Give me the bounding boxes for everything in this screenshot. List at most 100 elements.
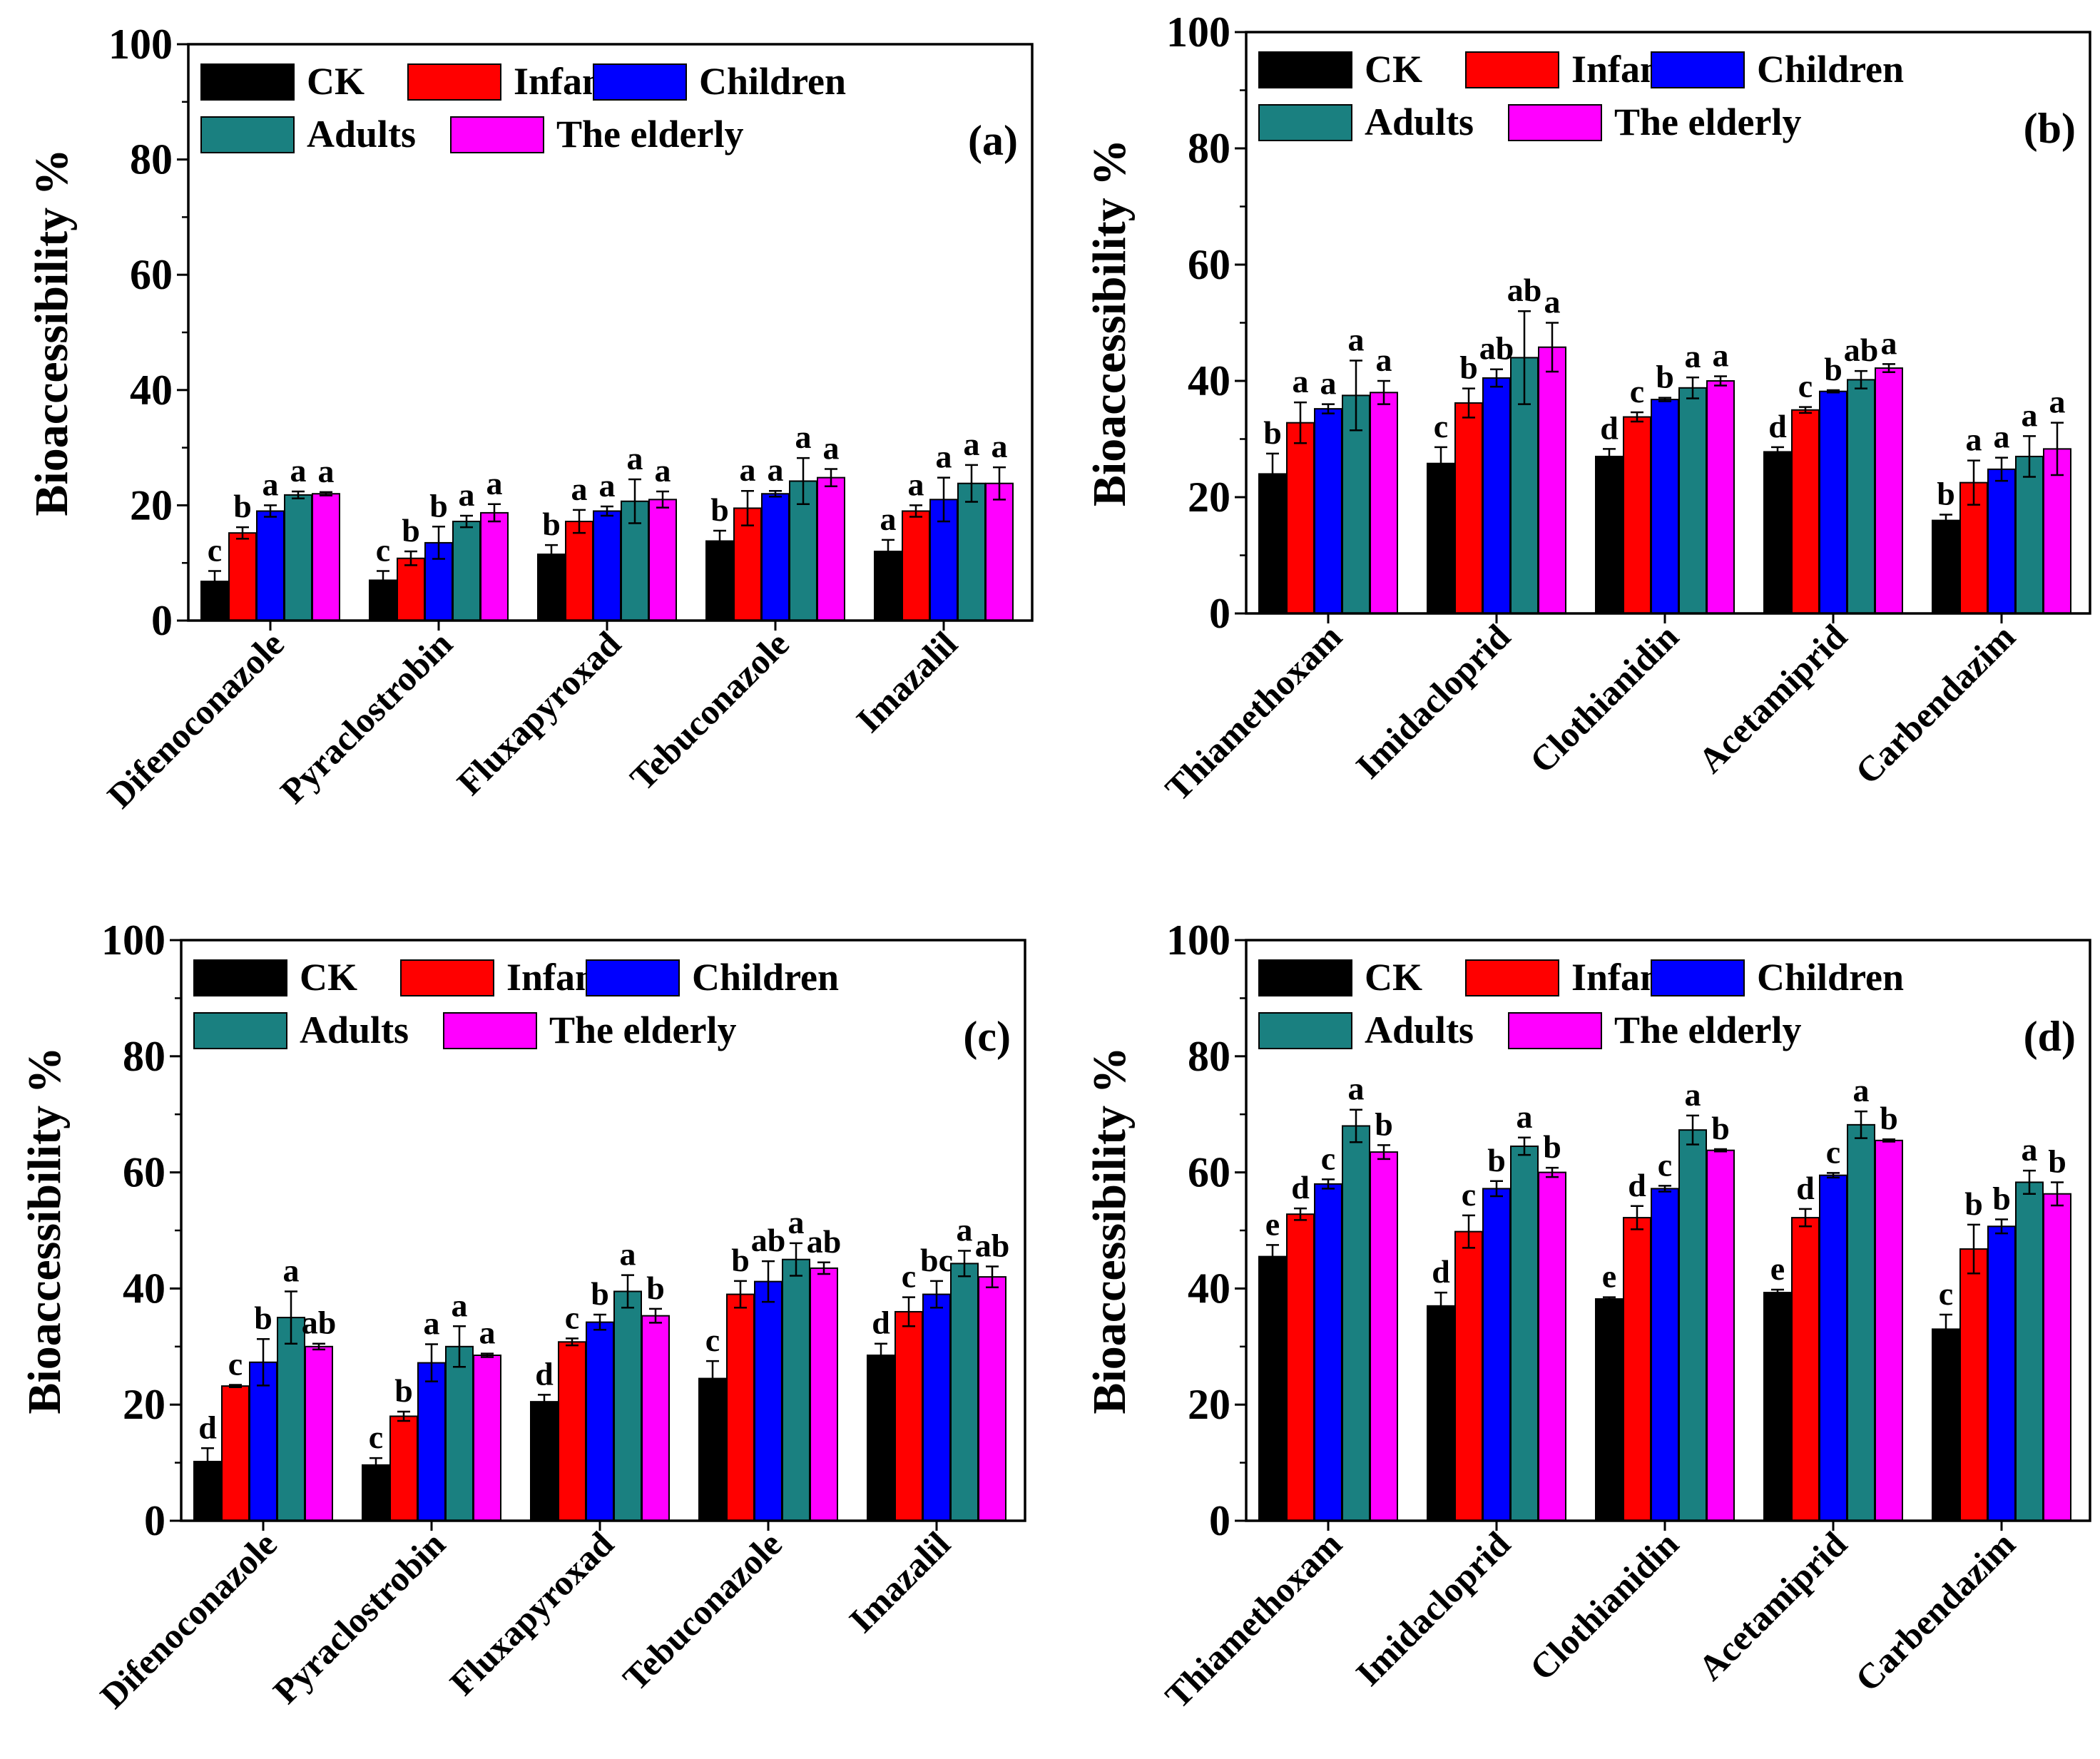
bar [312, 493, 340, 621]
y-tick-label: 100 [101, 917, 165, 964]
significance-letter: a [655, 452, 671, 489]
legend-swatch [450, 116, 544, 153]
bar [922, 1293, 951, 1522]
significance-letter: b [1487, 1142, 1506, 1178]
significance-letter: b [394, 1372, 413, 1409]
significance-letter: b [542, 506, 561, 542]
category-label: Carbendazim [1847, 1524, 2023, 1699]
significance-letter: a [290, 452, 307, 489]
significance-letter: bc [920, 1242, 953, 1278]
legend-label: Children [699, 60, 846, 103]
significance-letter: a [2049, 384, 2066, 420]
legend-label: The elderly [1614, 101, 1801, 143]
bar [565, 521, 593, 621]
legend-label: Adults [300, 1009, 409, 1051]
significance-letter: a [1713, 337, 1729, 373]
bar [1482, 377, 1511, 614]
significance-letter: a [1544, 284, 1561, 320]
category-label: Thiamethoxam [1157, 1524, 1349, 1715]
y-tick-label: 40 [1188, 357, 1230, 404]
significance-letter: ab [302, 1305, 337, 1341]
y-tick-label: 80 [1188, 1033, 1230, 1080]
bar [1623, 1217, 1651, 1522]
significance-letter: c [369, 1419, 383, 1455]
y-axis-title: Bioaccessibility % [1084, 139, 1136, 506]
significance-letter: a [1293, 363, 1309, 399]
bar [1847, 379, 1875, 614]
category-label: Pyraclostrobin [272, 623, 460, 811]
legend-swatch [586, 959, 680, 996]
significance-letter: b [1964, 1186, 1983, 1222]
bar [957, 482, 986, 621]
significance-letter: b [1543, 1128, 1561, 1165]
significance-letter: ab [751, 1222, 786, 1258]
significance-letter: b [1824, 351, 1842, 387]
bar [754, 1280, 783, 1521]
bar [1370, 392, 1398, 614]
significance-letter: a [880, 501, 897, 537]
significance-letter: a [788, 1204, 805, 1240]
significance-letter: b [591, 1275, 609, 1312]
y-tick-label: 100 [1166, 9, 1230, 56]
significance-letter: ab [1844, 332, 1879, 368]
category-label: Difenoconazole [92, 1524, 284, 1715]
bar [1342, 1125, 1370, 1521]
bar [978, 1276, 1006, 1521]
bar [1314, 1183, 1342, 1521]
category-label: Imazalil [841, 1524, 957, 1640]
bar [1987, 1225, 2016, 1521]
bar [902, 510, 930, 621]
bar [1427, 462, 1455, 614]
significance-letter: b [233, 488, 252, 524]
bar [2043, 1193, 2071, 1522]
category-label: Clothianidin [1522, 1524, 1686, 1688]
y-axis-title: Bioaccessibility % [1084, 1046, 1136, 1414]
significance-letter: a [479, 1315, 496, 1351]
legend-swatch [1508, 104, 1602, 141]
significance-letter: a [740, 452, 756, 488]
legend-swatch [1258, 959, 1352, 996]
significance-letter: a [424, 1305, 440, 1342]
y-tick-label: 40 [1188, 1265, 1230, 1312]
significance-letter: a [1685, 1076, 1701, 1113]
y-tick-label: 60 [130, 251, 173, 298]
significance-letter: d [872, 1305, 890, 1341]
legend-label: Children [692, 956, 839, 999]
legend-swatch [1258, 104, 1352, 141]
bar [1763, 1292, 1792, 1522]
bar [1595, 455, 1624, 615]
bar [1342, 394, 1370, 614]
significance-letter: a [795, 419, 812, 455]
bar [1370, 1151, 1398, 1521]
bar [1286, 422, 1315, 614]
significance-letter: c [1462, 1176, 1476, 1213]
significance-letter: a [459, 476, 475, 513]
y-tick-label: 80 [130, 136, 173, 183]
bar [1791, 1217, 1820, 1522]
bar [1623, 416, 1651, 615]
bar [305, 1345, 333, 1522]
bar [641, 1315, 670, 1521]
legend-label: Children [1757, 956, 1904, 999]
significance-letter: b [2048, 1143, 2066, 1179]
significance-letter: a [957, 1211, 973, 1248]
bar [1875, 367, 1903, 614]
bar [1706, 380, 1735, 614]
significance-letter: a [1994, 419, 2010, 455]
significance-letter: c [1658, 1146, 1672, 1183]
category-label: Imazalil [848, 623, 964, 740]
significance-letter: e [1602, 1258, 1616, 1295]
significance-letter: d [1796, 1170, 1815, 1206]
significance-letter: d [535, 1355, 554, 1392]
panel-label: (a) [968, 117, 1018, 164]
y-tick-label: 0 [1209, 1497, 1230, 1544]
bar [284, 494, 312, 622]
category-label: Thiamethoxam [1157, 616, 1349, 808]
bar [397, 557, 425, 622]
significance-letter: a [1348, 321, 1365, 357]
bar [698, 1377, 727, 1521]
legend-swatch [593, 63, 687, 101]
legend-label: CK [1365, 956, 1422, 999]
bar [558, 1341, 586, 1521]
